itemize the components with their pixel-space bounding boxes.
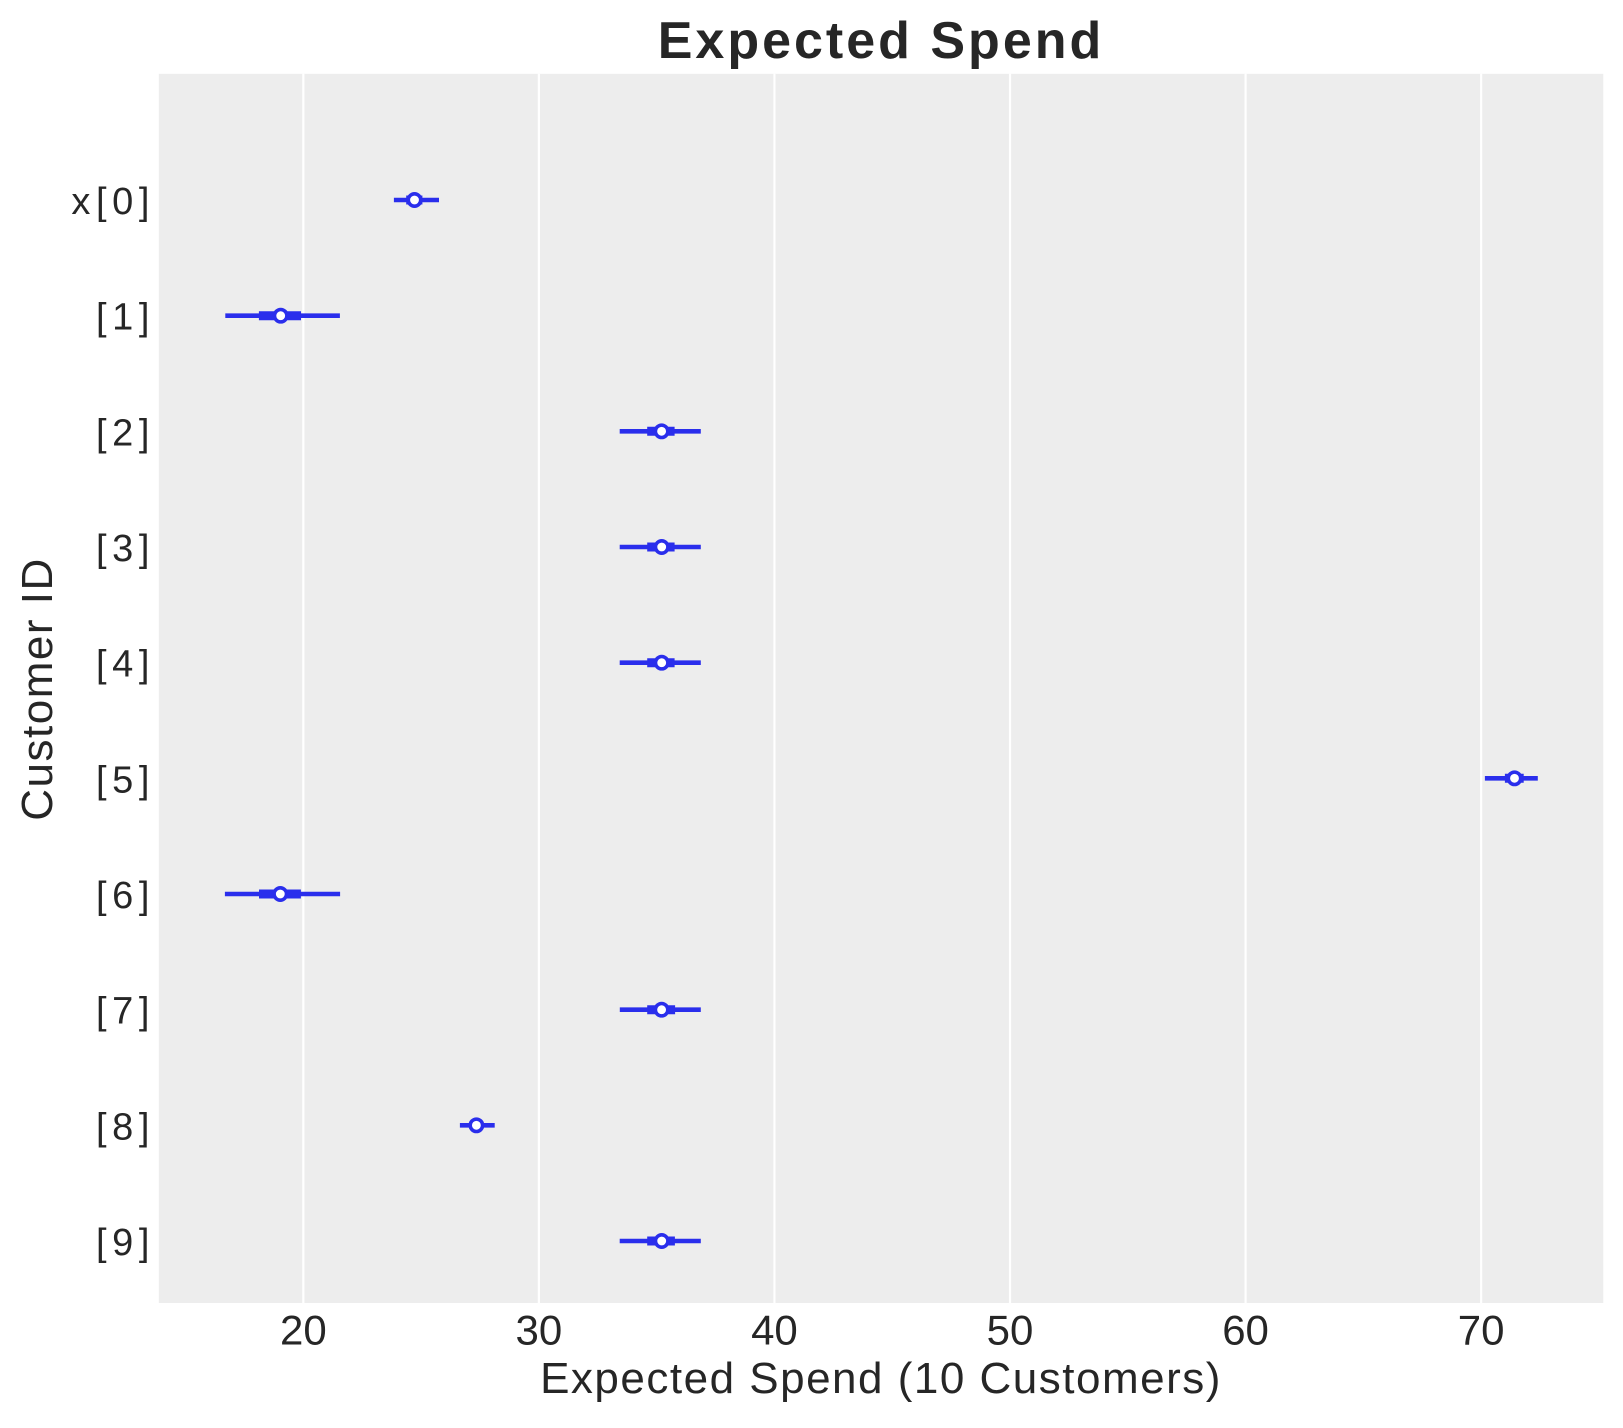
svg-text:[6]: [6] (96, 875, 155, 917)
svg-text:Expected Spend (10 Customers): Expected Spend (10 Customers) (540, 1354, 1222, 1403)
svg-text:40: 40 (751, 1307, 798, 1354)
svg-text:[7]: [7] (96, 991, 155, 1033)
svg-text:50: 50 (987, 1307, 1034, 1354)
svg-text:60: 60 (1222, 1307, 1269, 1354)
svg-text:20: 20 (280, 1307, 327, 1354)
svg-text:30: 30 (516, 1307, 563, 1354)
svg-text:x[0]: x[0] (71, 181, 155, 223)
svg-text:[9]: [9] (96, 1222, 155, 1264)
svg-text:[2]: [2] (96, 412, 155, 454)
svg-text:70: 70 (1458, 1307, 1505, 1354)
svg-text:[3]: [3] (96, 528, 155, 570)
svg-text:[1]: [1] (96, 297, 155, 339)
svg-text:[8]: [8] (96, 1106, 155, 1148)
svg-text:Customer ID: Customer ID (13, 557, 62, 820)
svg-text:Expected Spend: Expected Spend (658, 12, 1105, 70)
svg-text:[4]: [4] (96, 644, 155, 686)
svg-text:[5]: [5] (96, 759, 155, 801)
